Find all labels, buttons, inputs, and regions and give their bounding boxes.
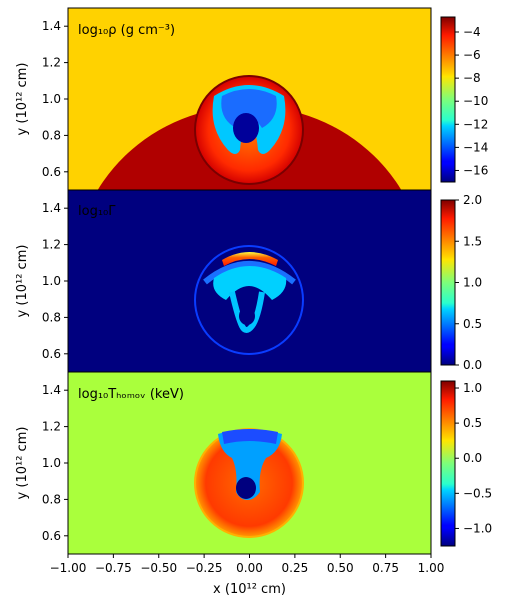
colorbar-tick-label: 0.5 [463,416,482,430]
temperature-cavity [218,429,282,500]
colorbar-tick-label: 0.5 [463,317,482,331]
y-tick-label: 1.0 [42,92,61,106]
x-tick-label: −1.00 [50,561,87,575]
density-cavity-core [221,89,277,128]
y-tick-label: 1.4 [42,383,61,397]
colorbar-temperature-ticks: 1.0 0.5 0.0 −0.5 −1.0 [455,381,492,535]
y-tick-label: 0.6 [42,347,61,361]
colorbar-temperature-bar [440,380,456,547]
colorbar-density: −4 −6 −8 −10 −12 −14 −16 [440,16,488,183]
density-bubble-edge [194,75,304,185]
lorentz-title: log₁₀Γ [78,204,116,219]
lorentz-stem [229,291,265,333]
lorentz-y-ticks: 0.6 0.8 1.0 1.2 1.4 [42,201,68,361]
colorbar-tick-label: −0.5 [463,486,492,500]
x-tick-label: 0.25 [282,561,309,575]
y-tick-label: 0.8 [42,128,61,142]
panel-temperature: log₁₀Tₕₒₘₒᵥ (keV) 0.60.81.01.21.4 −1.00−… [42,371,445,575]
colorbar-lorentz-ticks: 2.0 1.5 1.0 0.5 0.0 [455,193,482,372]
colorbar-tick-label: −12 [463,117,488,131]
y-tick-label: 1.2 [42,238,61,252]
panel-density: log₁₀ρ (g cm⁻³) 0.6 0.8 1.0 1.2 1.4 [42,7,432,194]
density-y-ticks: 0.6 0.8 1.0 1.2 1.4 [42,19,68,179]
density-plug [233,113,259,143]
colorbar-tick-label: −14 [463,140,488,154]
colorbar-tick-label: 2.0 [463,193,482,207]
y-tick-label: 1.0 [42,456,61,470]
y-axis-label-lorentz: y (10¹² cm) [15,245,30,318]
lorentz-upper-shell [203,261,296,285]
y-tick-label: 1.2 [42,420,61,434]
colorbar-tick-label: 1.0 [463,276,482,290]
colorbar-tick-label: −8 [463,71,481,85]
lorentz-heatmap [68,190,431,372]
temperature-title: log₁₀Tₕₒₘₒᵥ (keV) [78,387,184,402]
colorbar-tick-label: 0.0 [463,358,482,372]
lorentz-shell [194,245,304,355]
x-tick-label: −0.75 [95,561,132,575]
y-tick-label: 1.4 [42,201,61,215]
temperature-y-ticks: 0.6 0.8 1.0 1.2 1.4 [42,383,68,543]
colorbar-tick-label: −10 [463,94,488,108]
x-tick-label: 1.00 [418,561,445,575]
x-tick-label: −0.50 [140,561,177,575]
y-axis-label-density: y (10¹² cm) [15,63,30,136]
colorbar-tick-label: −4 [463,25,481,39]
panel-lorentz: log₁₀Γ 0.6 0.8 1.0 1.2 1.4 [42,189,432,376]
temperature-heatmap [68,372,431,554]
x-axis-label: x (10¹² cm) [213,582,286,597]
x-tick-label: 0.75 [372,561,399,575]
colorbar-tick-label: −6 [463,48,481,62]
colorbar-density-ticks: −4 −6 −8 −10 −12 −14 −16 [455,25,488,177]
colorbar-tick-label: −1.0 [463,521,492,535]
lorentz-cap [222,252,278,266]
lorentz-flow [213,266,287,300]
colorbar-tick-label: 0.0 [463,451,482,465]
y-axis-label-temperature: y (10¹² cm) [15,427,30,500]
colorbar-lorentz: 2.0 1.5 1.0 0.5 0.0 [440,193,482,372]
x-tick-label: −0.25 [186,561,223,575]
colorbar-lorentz-bar [440,199,456,366]
temperature-plug [236,477,256,499]
temperature-bubble-edge [194,428,304,538]
y-tick-label: 1.2 [42,56,61,70]
colorbar-tick-label: 1.0 [463,381,482,395]
colorbar-tick-label: 1.5 [463,234,482,248]
x-tick-label: 0.50 [327,561,354,575]
y-tick-label: 0.8 [42,492,61,506]
temperature-x-ticks: −1.00 −0.75 −0.50 −0.25 0.00 0.25 0.50 0.75 1.00 [50,554,445,575]
x-tick-label: 0.00 [236,561,263,575]
y-tick-label: 1.0 [42,274,61,288]
temperature-cavity-top [222,429,278,444]
colorbar-temperature: 1.0 0.5 0.0 −0.5 −1.0 [440,380,492,547]
y-tick-label: 0.8 [42,310,61,324]
density-heatmap [68,8,431,190]
colorbar-tick-label: −16 [463,163,488,177]
density-title: log₁₀ρ (g cm⁻³) [78,23,175,38]
lorentz-plug [239,307,255,325]
y-tick-label: 1.4 [42,19,61,33]
y-tick-label: 0.6 [42,529,61,543]
colorbar-density-bar [440,16,456,183]
y-tick-label: 0.6 [42,165,61,179]
